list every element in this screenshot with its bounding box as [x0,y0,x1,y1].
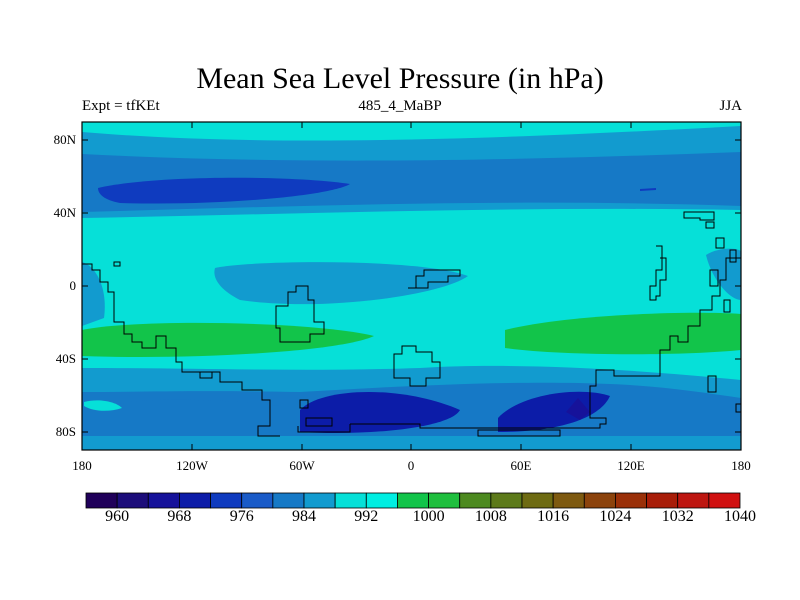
colorbar-tick-label: 992 [354,508,379,525]
lon-tick-label: 120W [176,458,208,473]
colorbar-tick-label: 1000 [412,508,445,525]
colorbar-tick-label: 1016 [537,508,570,525]
colorbar-swatch [210,492,243,509]
colorbar-swatch [490,492,523,509]
run-label: 485_4_MaBP [358,98,442,114]
colorbar-swatch [677,492,710,509]
colorbar-tick-label: 1032 [661,508,694,525]
lon-tick-label: 120E [617,458,645,473]
colorbar-swatch [85,492,118,509]
lon-tick-label: 60E [510,458,532,473]
pressure-field [82,122,741,450]
colorbar-swatch [459,492,492,509]
lon-tick-label: 180 [731,458,751,473]
axis-ticks [82,122,741,450]
colorbar-swatch [241,492,274,509]
colorbar-swatch [365,492,398,509]
colorbar-tick-label: 960 [105,508,130,525]
colorbar-swatch [583,492,616,509]
lat-tick-label: 40S [55,351,76,366]
lat-tick-label: 80N [53,132,76,147]
colorbar-swatch [272,492,305,509]
colorbar-swatch [179,492,211,509]
colorbar-swatch [303,492,336,509]
colorbar [85,492,741,509]
colorbar-tick-label: 1008 [474,508,507,525]
colorbar-swatch [708,492,741,509]
colorbar-swatch [521,492,554,509]
lon-tick-label: 60W [289,458,315,473]
colorbar-swatch [116,492,149,509]
map-title: Mean Sea Level Pressure (in hPa) [196,62,604,95]
lon-tick-label: 180 [72,458,92,473]
lat-tick-label: 80S [55,424,76,439]
lat-tick-label: 0 [69,278,77,293]
colorbar-swatch [334,492,367,509]
colorbar-tick-label: 984 [292,508,316,525]
lat-tick-label: 40N [53,205,76,220]
colorbar-tick-label: 1040 [724,508,756,525]
colorbar-swatch [397,492,429,509]
lon-tick-label: 0 [407,458,415,473]
colorbar-swatch [615,492,647,509]
colorbar-swatch [428,492,461,509]
colorbar-swatch [646,492,679,509]
colorbar-swatch [147,492,180,509]
season-label: JJA [719,98,742,114]
colorbar-tick-label: 968 [167,508,192,525]
colorbar-tick-label: 1024 [599,508,632,525]
coastlines [82,211,741,437]
colorbar-swatch [552,492,585,509]
experiment-label: Expt = tfKEt [82,98,160,114]
colorbar-tick-label: 976 [229,508,254,525]
